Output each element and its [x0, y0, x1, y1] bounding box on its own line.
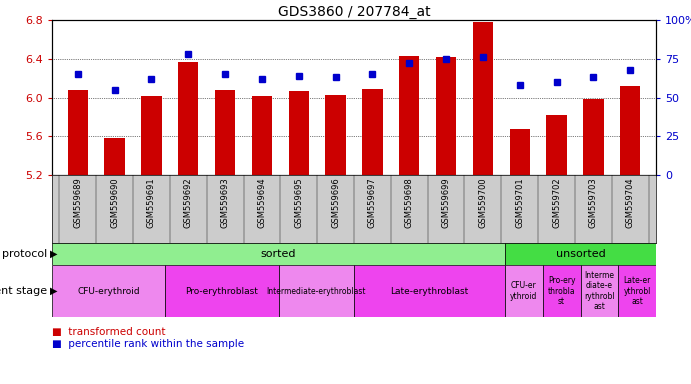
Title: GDS3860 / 207784_at: GDS3860 / 207784_at — [278, 5, 430, 19]
Bar — [68, 90, 88, 175]
Bar — [473, 22, 493, 175]
Bar — [52, 265, 165, 317]
Text: GSM559704: GSM559704 — [626, 177, 635, 228]
Text: GSM559691: GSM559691 — [147, 177, 156, 228]
Text: GSM559697: GSM559697 — [368, 177, 377, 228]
Text: unsorted: unsorted — [556, 249, 605, 259]
Bar — [580, 265, 618, 317]
Text: Pro-erythroblast: Pro-erythroblast — [185, 286, 258, 296]
Text: GSM559689: GSM559689 — [73, 177, 82, 228]
Bar — [399, 56, 419, 175]
Bar — [547, 115, 567, 175]
Text: GSM559690: GSM559690 — [110, 177, 119, 228]
Text: Late-erythroblast: Late-erythroblast — [390, 286, 468, 296]
Bar — [505, 243, 656, 265]
Bar — [436, 57, 456, 175]
Text: GSM559692: GSM559692 — [184, 177, 193, 228]
Bar — [618, 265, 656, 317]
Text: GSM559701: GSM559701 — [515, 177, 524, 228]
Bar — [620, 86, 641, 175]
Text: GSM559695: GSM559695 — [294, 177, 303, 228]
Bar — [165, 265, 278, 317]
Bar — [583, 99, 603, 175]
Text: sorted: sorted — [261, 249, 296, 259]
Text: GSM559694: GSM559694 — [258, 177, 267, 228]
Text: CFU-erythroid: CFU-erythroid — [77, 286, 140, 296]
Text: GSM559693: GSM559693 — [220, 177, 229, 228]
Text: GSM559699: GSM559699 — [442, 177, 451, 228]
Text: ■  percentile rank within the sample: ■ percentile rank within the sample — [52, 339, 244, 349]
Text: Pro-ery
throbla
st: Pro-ery throbla st — [548, 276, 576, 306]
Text: ▶: ▶ — [50, 249, 58, 259]
Bar — [215, 90, 235, 175]
Bar — [252, 96, 272, 175]
Bar — [362, 89, 383, 175]
Text: ■  transformed count: ■ transformed count — [52, 327, 166, 337]
Bar — [509, 129, 530, 175]
Text: GSM559696: GSM559696 — [331, 177, 340, 228]
Text: ▶: ▶ — [50, 286, 58, 296]
Bar — [289, 91, 309, 175]
Text: GSM559703: GSM559703 — [589, 177, 598, 228]
Text: Intermediate-erythroblast: Intermediate-erythroblast — [267, 286, 366, 296]
Text: CFU-er
ythroid: CFU-er ythroid — [510, 281, 538, 301]
Text: protocol: protocol — [2, 249, 47, 259]
Bar — [104, 138, 125, 175]
Bar — [278, 265, 354, 317]
Bar — [354, 265, 505, 317]
Text: GSM559698: GSM559698 — [405, 177, 414, 228]
Text: GSM559700: GSM559700 — [478, 177, 487, 228]
Bar — [178, 62, 198, 175]
Text: Interme
diate-e
rythrobl
ast: Interme diate-e rythrobl ast — [584, 271, 615, 311]
Bar — [505, 265, 542, 317]
Bar — [142, 96, 162, 175]
Bar — [52, 243, 505, 265]
Bar — [542, 265, 580, 317]
Text: development stage: development stage — [0, 286, 47, 296]
Text: Late-er
ythrobl
ast: Late-er ythrobl ast — [623, 276, 651, 306]
Bar — [325, 94, 346, 175]
Text: GSM559702: GSM559702 — [552, 177, 561, 228]
